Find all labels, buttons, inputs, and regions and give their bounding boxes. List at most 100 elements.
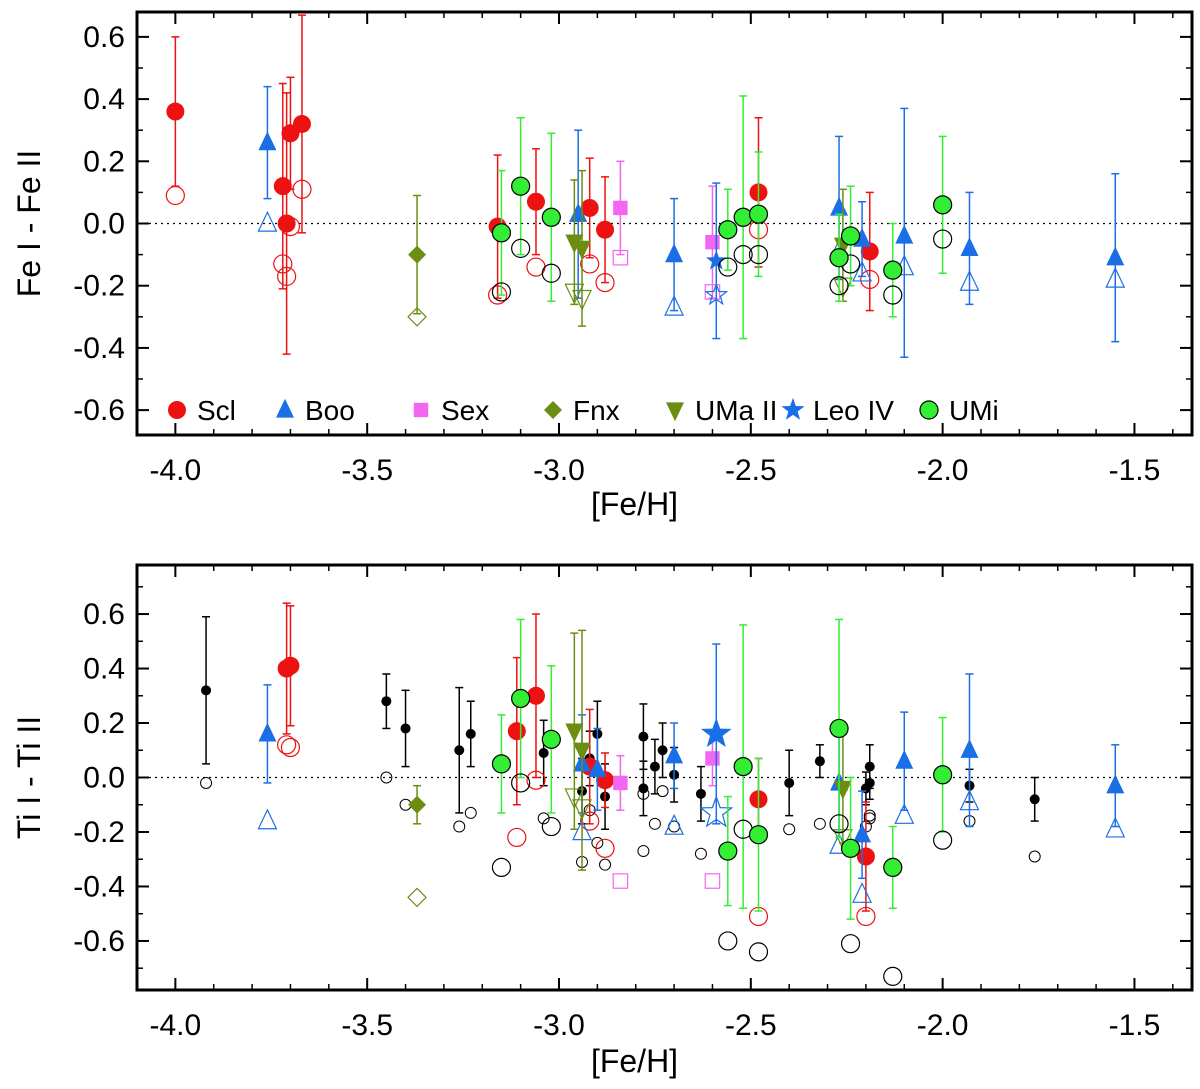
open-point-umi	[511, 773, 531, 793]
point-sex	[705, 234, 720, 250]
open-point-boo	[664, 813, 685, 835]
point-scl	[273, 177, 292, 196]
point-sex	[705, 751, 720, 766]
x-tick-label: -2.5	[725, 454, 777, 487]
open-point-scl	[580, 254, 600, 274]
point-boo	[960, 739, 979, 758]
open-point-fnx	[407, 887, 427, 908]
point-umi	[829, 718, 849, 739]
open-point-boo	[894, 802, 915, 824]
point-umi	[511, 688, 531, 709]
open-point-comparison	[694, 847, 707, 860]
open-point-boo	[664, 294, 685, 316]
y-tick-label: -0.6	[73, 394, 125, 427]
point-boo	[895, 749, 914, 769]
point-comparison	[454, 745, 465, 756]
point-comparison	[1029, 794, 1040, 805]
point-comparison	[638, 731, 649, 742]
open-point-comparison	[453, 820, 466, 833]
point-umi	[933, 765, 953, 785]
open-point-umi	[718, 931, 738, 951]
open-point-scl	[277, 735, 297, 755]
point-leo-iv	[706, 250, 727, 270]
series-fnx	[407, 194, 427, 327]
y-tick-label: -0.2	[73, 816, 125, 849]
legend-marker-fnx	[544, 401, 562, 419]
point-boo	[665, 744, 684, 764]
x-tick-label: -4.0	[150, 454, 202, 487]
open-point-boo	[1105, 266, 1126, 288]
point-boo	[665, 243, 684, 263]
legend-marker-sex	[413, 402, 429, 418]
point-comparison	[814, 756, 825, 767]
point-scl	[526, 192, 545, 211]
point-umi	[748, 204, 769, 224]
series-uma-ii	[564, 629, 853, 871]
open-point-umi	[541, 816, 561, 837]
panel-fe-i-fe-ii: -4.0 -3.5 -3.0 -2.5 -2.0 -1.5 -0.6 -0.4 -0.2 0.0 0…	[11, 10, 1194, 522]
x-tick-label: -3.0	[533, 1009, 585, 1042]
open-point-uma-ii	[564, 788, 585, 810]
open-point-umi	[829, 814, 849, 834]
x-tick-label: -2.5	[725, 1009, 777, 1042]
open-point-umi	[748, 245, 769, 265]
open-point-boo	[852, 260, 873, 282]
x-tick-label: -3.0	[533, 454, 585, 487]
open-point-scl	[507, 827, 527, 848]
series-scl	[277, 602, 876, 927]
open-point-scl	[595, 272, 615, 293]
point-scl	[281, 656, 300, 675]
point-comparison	[864, 761, 875, 772]
open-point-comparison	[783, 823, 796, 836]
y-tick-label: -0.4	[73, 870, 125, 903]
legend-label-fnx: Fnx	[573, 395, 620, 426]
point-comparison	[400, 723, 411, 734]
legend-label-scl: Scl	[197, 395, 236, 426]
point-uma-ii	[573, 240, 592, 260]
point-umi	[829, 248, 849, 268]
open-point-comparison	[464, 806, 477, 819]
point-umi	[511, 176, 531, 196]
open-point-scl	[273, 254, 293, 274]
open-point-umi	[718, 257, 738, 277]
legend-label-uma-ii: UMa II	[695, 395, 777, 426]
legend-marker-uma-ii	[666, 402, 684, 422]
y-axis-title: Fe I - Fe II	[11, 150, 47, 298]
open-point-umi	[491, 857, 512, 878]
legend-marker-umi	[919, 400, 939, 420]
x-tick-label: -1.5	[1109, 1009, 1161, 1042]
open-point-comparison	[637, 845, 650, 858]
legend-label-sex: Sex	[441, 395, 489, 426]
y-tick-label: 0.2	[83, 707, 125, 740]
y-tick-label: -0.6	[73, 925, 125, 958]
series-boo	[257, 673, 1126, 903]
point-boo	[258, 722, 277, 742]
series-umi	[491, 95, 953, 340]
point-scl	[596, 220, 615, 239]
open-point-scl	[580, 811, 600, 831]
series-fnx	[407, 784, 427, 908]
point-comparison	[784, 777, 795, 788]
point-comparison	[638, 783, 649, 794]
point-comparison	[864, 777, 875, 788]
y-tick-label: -0.4	[73, 332, 125, 365]
open-point-comparison	[591, 836, 604, 849]
open-point-comparison	[380, 771, 393, 784]
series-comparison	[200, 616, 1041, 871]
point-scl	[860, 242, 879, 261]
legend-marker-scl	[168, 401, 186, 419]
open-point-umi	[748, 942, 769, 962]
point-fnx	[408, 795, 427, 814]
point-comparison	[538, 747, 549, 758]
open-point-scl	[280, 737, 301, 758]
y-tick-label: 0.6	[83, 598, 125, 631]
legend-marker-boo	[276, 398, 294, 418]
point-umi	[748, 825, 769, 845]
y-tick-label: 0.4	[83, 653, 125, 686]
point-umi	[718, 220, 738, 240]
open-point-comparison	[648, 817, 661, 830]
legend-label-boo: Boo	[305, 395, 355, 426]
point-scl	[507, 722, 526, 741]
point-scl	[166, 102, 185, 121]
point-scl	[292, 114, 311, 133]
